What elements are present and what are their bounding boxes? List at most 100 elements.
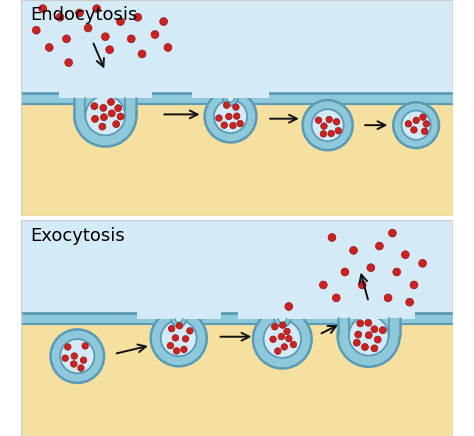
Circle shape <box>326 116 332 123</box>
Circle shape <box>221 122 228 128</box>
Circle shape <box>32 26 40 34</box>
Circle shape <box>341 268 349 276</box>
Circle shape <box>365 332 372 339</box>
Circle shape <box>64 344 71 350</box>
Circle shape <box>181 346 187 353</box>
Circle shape <box>74 85 137 146</box>
Bar <box>59 36 152 99</box>
Circle shape <box>99 123 106 130</box>
Circle shape <box>337 305 400 367</box>
Circle shape <box>278 333 285 340</box>
Circle shape <box>91 116 99 123</box>
Circle shape <box>109 110 115 117</box>
Circle shape <box>100 114 108 121</box>
Circle shape <box>171 311 187 327</box>
Circle shape <box>367 264 374 272</box>
Circle shape <box>389 229 396 237</box>
Circle shape <box>357 320 364 327</box>
Circle shape <box>362 344 368 351</box>
Circle shape <box>419 259 427 267</box>
Circle shape <box>281 344 288 350</box>
Circle shape <box>65 59 73 66</box>
Circle shape <box>274 348 281 354</box>
Circle shape <box>320 131 327 137</box>
Circle shape <box>106 46 114 54</box>
Circle shape <box>278 314 286 323</box>
Circle shape <box>172 335 179 341</box>
Circle shape <box>223 102 230 109</box>
Circle shape <box>349 316 389 356</box>
Circle shape <box>253 310 312 368</box>
Circle shape <box>353 339 360 346</box>
Circle shape <box>100 105 107 111</box>
Circle shape <box>405 121 411 127</box>
Circle shape <box>272 324 278 330</box>
Circle shape <box>421 128 428 134</box>
Circle shape <box>274 310 291 327</box>
Circle shape <box>85 95 125 136</box>
Circle shape <box>214 100 247 133</box>
Circle shape <box>160 18 167 25</box>
Text: Endocytosis: Endocytosis <box>30 7 137 24</box>
Bar <box>137 262 221 319</box>
Bar <box>222 87 239 98</box>
Circle shape <box>63 35 70 43</box>
Circle shape <box>406 298 413 306</box>
Circle shape <box>311 109 344 141</box>
Circle shape <box>401 251 409 259</box>
Circle shape <box>128 35 135 43</box>
Circle shape <box>393 268 401 276</box>
Bar <box>43 140 167 259</box>
Circle shape <box>187 327 193 334</box>
Bar <box>191 47 269 99</box>
Circle shape <box>371 326 378 333</box>
Bar <box>322 256 415 319</box>
Bar <box>238 260 327 319</box>
Circle shape <box>161 320 197 356</box>
Circle shape <box>175 315 182 323</box>
Circle shape <box>117 113 124 120</box>
Circle shape <box>384 294 392 302</box>
Circle shape <box>84 24 92 32</box>
Bar <box>169 307 188 318</box>
Bar <box>273 306 292 318</box>
Circle shape <box>280 322 286 328</box>
Circle shape <box>93 5 100 13</box>
Circle shape <box>39 5 46 13</box>
Circle shape <box>164 44 172 51</box>
Circle shape <box>205 91 256 143</box>
Bar <box>21 99 453 216</box>
Circle shape <box>182 336 189 342</box>
Circle shape <box>285 303 292 310</box>
Circle shape <box>302 100 353 150</box>
Circle shape <box>80 357 87 363</box>
Circle shape <box>176 323 182 329</box>
Circle shape <box>393 102 439 148</box>
Circle shape <box>365 319 372 326</box>
Circle shape <box>51 329 104 383</box>
Circle shape <box>108 99 114 106</box>
Circle shape <box>167 342 173 349</box>
Bar <box>21 0 453 99</box>
Circle shape <box>413 117 419 123</box>
Circle shape <box>71 361 77 367</box>
Circle shape <box>350 246 357 254</box>
Circle shape <box>321 123 327 129</box>
Circle shape <box>315 117 322 123</box>
Circle shape <box>270 336 276 343</box>
Circle shape <box>173 347 180 354</box>
Circle shape <box>319 281 327 289</box>
Circle shape <box>151 31 159 38</box>
Circle shape <box>264 320 301 358</box>
Circle shape <box>358 281 366 289</box>
Circle shape <box>117 18 124 25</box>
Circle shape <box>138 50 146 58</box>
Circle shape <box>115 105 122 112</box>
Circle shape <box>328 130 334 137</box>
Circle shape <box>226 113 232 120</box>
Circle shape <box>216 115 222 121</box>
Text: Exocytosis: Exocytosis <box>30 227 125 245</box>
Circle shape <box>113 121 119 128</box>
Circle shape <box>423 121 429 127</box>
Circle shape <box>410 281 418 289</box>
